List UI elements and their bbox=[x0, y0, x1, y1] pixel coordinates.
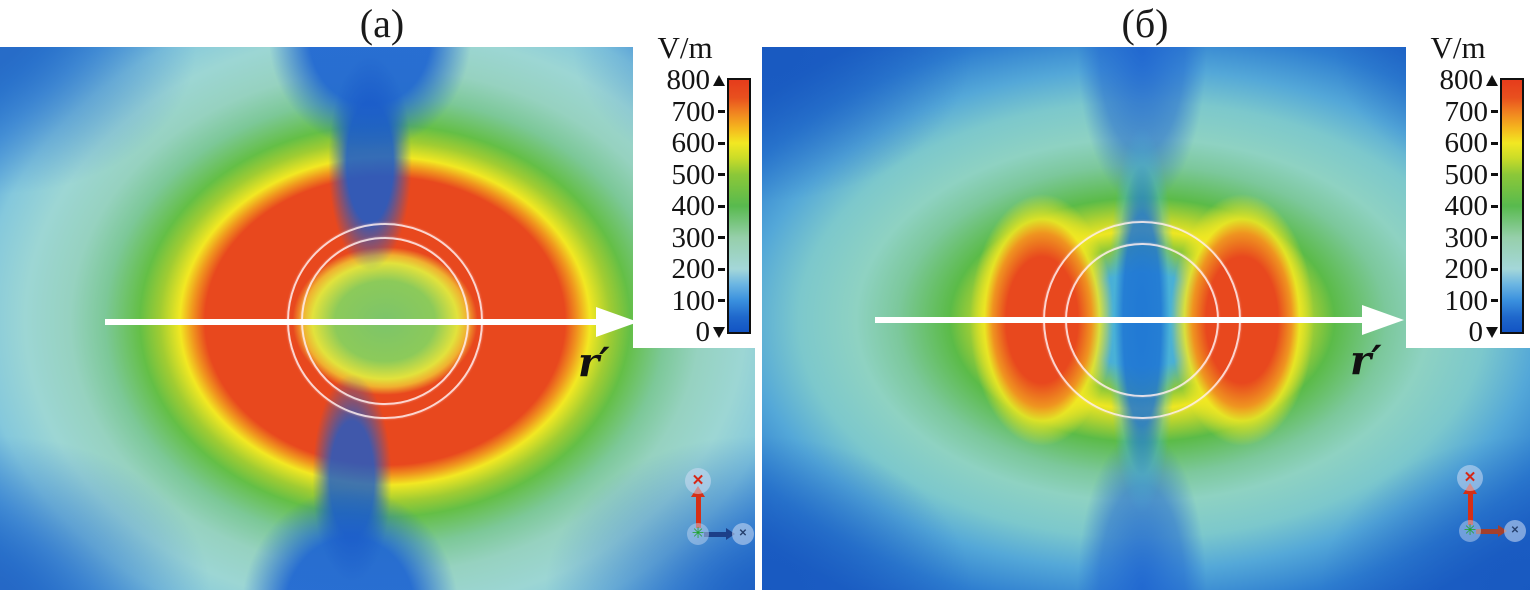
origin-star-icon: ✳ bbox=[1463, 522, 1477, 539]
colorbar-max-marker-icon bbox=[713, 74, 725, 86]
tick-mark bbox=[718, 141, 725, 145]
colorbar-gradient bbox=[727, 78, 751, 334]
axis-origin-icon: ✳ bbox=[1459, 520, 1481, 542]
panel-b-title: (б) bbox=[1121, 1, 1169, 46]
axis-horizontal-arrow bbox=[1476, 529, 1501, 534]
field-map-panel-b: r′ ✕ ✕ ✳ bbox=[762, 47, 1530, 590]
colorbar-scale: 800 700 600 500 400 300 200 100 0 bbox=[1426, 64, 1498, 348]
x-glyph-icon: ✕ bbox=[1463, 469, 1477, 486]
axis-right-node-icon: ✕ bbox=[1504, 520, 1526, 542]
tick-mark bbox=[1491, 141, 1498, 145]
r-axis-label: r′ bbox=[578, 339, 610, 386]
colorbar-tick-label: 500 bbox=[1444, 158, 1489, 191]
x-glyph-icon: ✕ bbox=[1510, 525, 1520, 536]
field-map-panel-a: r′ ✕ ✕ ✳ bbox=[0, 47, 755, 590]
colorbar-a: V/m 800 700 600 500 400 300 200 100 0 bbox=[633, 30, 757, 348]
r-axis-arrow bbox=[875, 317, 1363, 323]
colorbar-max-marker-icon bbox=[1486, 74, 1498, 86]
colorbar-tick-label: 0 bbox=[1468, 316, 1484, 348]
r-axis-arrowhead-icon bbox=[1362, 305, 1404, 335]
colorbar-tick-label: 700 bbox=[671, 95, 716, 128]
axis-vertical-arrow bbox=[1468, 491, 1473, 525]
colorbar-tick-label: 200 bbox=[1444, 253, 1489, 285]
tick-mark bbox=[1491, 267, 1498, 271]
axis-right-node-icon: ✕ bbox=[732, 523, 754, 545]
colorbar-tick-label: 500 bbox=[671, 158, 716, 191]
axis-triad-icon: ✕ ✕ ✳ bbox=[660, 462, 755, 547]
colorbar-unit-label: V/m bbox=[1430, 30, 1486, 65]
axis-top-node-icon: ✕ bbox=[1457, 465, 1483, 491]
colorbar-tick-label: 400 bbox=[671, 190, 716, 222]
colorbar-tick-label: 600 bbox=[1444, 127, 1489, 159]
tick-mark bbox=[1491, 173, 1498, 176]
colorbar-tick-label: 600 bbox=[671, 127, 716, 159]
colorbar-unit-label: V/m bbox=[657, 30, 713, 65]
x-glyph-icon: ✕ bbox=[691, 472, 705, 489]
tick-mark bbox=[718, 173, 725, 176]
tick-mark bbox=[718, 267, 725, 271]
colorbar-tick-label: 800 bbox=[1439, 64, 1484, 96]
tick-mark bbox=[718, 110, 725, 113]
origin-star-icon: ✳ bbox=[691, 525, 705, 542]
colorbar-tick-label: 300 bbox=[671, 221, 716, 254]
colorbar-tick-label: 700 bbox=[1444, 95, 1489, 128]
tick-mark bbox=[718, 204, 725, 208]
panel-a-title: (a) bbox=[359, 1, 405, 46]
colorbar-min-marker-icon bbox=[1486, 326, 1498, 338]
colorbar-scale: 800 700 600 500 400 300 200 100 0 bbox=[653, 64, 725, 348]
colorbar-tick-label: 300 bbox=[1444, 221, 1489, 254]
tick-mark bbox=[718, 236, 725, 239]
axis-vertical-arrow bbox=[696, 494, 701, 528]
tick-mark bbox=[1491, 299, 1498, 302]
colorbar-gradient bbox=[1500, 78, 1524, 334]
axis-triad-icon: ✕ ✕ ✳ bbox=[1432, 459, 1527, 544]
axis-horizontal-arrowhead-icon bbox=[1498, 525, 1507, 537]
colorbar-tick-label: 400 bbox=[1444, 190, 1489, 222]
axis-horizontal-arrowhead-icon bbox=[726, 528, 735, 540]
colorbar-tick-label: 0 bbox=[695, 316, 711, 348]
x-glyph-icon: ✕ bbox=[738, 528, 748, 539]
tick-mark bbox=[1491, 236, 1498, 239]
tick-mark bbox=[1491, 204, 1498, 208]
axis-top-node-icon: ✕ bbox=[685, 468, 711, 494]
colorbar-b: V/m 800 700 600 500 400 300 200 100 0 bbox=[1406, 30, 1530, 348]
r-axis-label: r′ bbox=[1350, 337, 1382, 384]
colorbar-tick-label: 800 bbox=[666, 64, 711, 96]
tick-mark bbox=[718, 299, 725, 302]
colorbar-tick-label: 100 bbox=[1444, 284, 1489, 317]
r-axis-arrow bbox=[105, 319, 597, 325]
colorbar-tick-label: 200 bbox=[671, 253, 716, 285]
axis-origin-icon: ✳ bbox=[687, 523, 709, 545]
colorbar-tick-label: 100 bbox=[671, 284, 716, 317]
colorbar-min-marker-icon bbox=[713, 326, 725, 338]
r-axis-arrowhead-icon bbox=[596, 307, 638, 337]
tick-mark bbox=[1491, 110, 1498, 113]
axis-horizontal-arrow bbox=[704, 532, 729, 537]
